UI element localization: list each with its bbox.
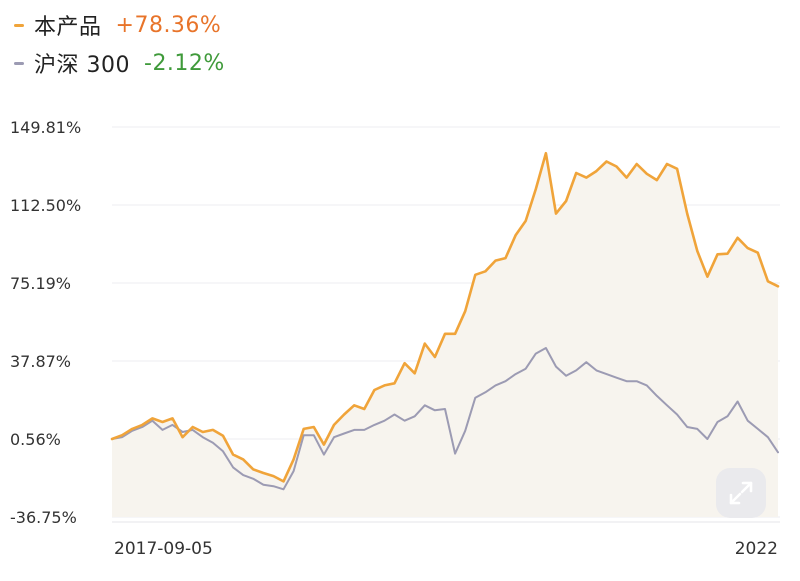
benchmark-line: [111, 347, 779, 491]
product-line: [110, 151, 780, 483]
legend-series-return: -2.12%: [144, 50, 225, 76]
y-tick-label: 37.87%: [10, 352, 71, 371]
legend-series-name: 本产品: [34, 15, 102, 40]
x-axis-labels: 2017-09-05 2022: [114, 539, 778, 559]
legend-item-benchmark[interactable]: 沪深 300 -2.12%: [14, 44, 225, 82]
y-axis-labels: 149.81% 112.50% 75.19% 37.87% 0.56% -36.75%: [10, 118, 81, 527]
legend-dash-icon: [14, 23, 24, 27]
x-tick-label: 2022: [735, 539, 778, 559]
y-tick-label: 149.81%: [10, 118, 81, 137]
y-tick-label: 75.19%: [10, 274, 71, 293]
legend-series-return: +78.36%: [115, 12, 222, 38]
legend-series-name: 沪深 300: [34, 53, 130, 78]
expand-chart-button[interactable]: [716, 468, 766, 518]
x-tick-label: 2017-09-05: [114, 539, 213, 559]
y-tick-label: -36.75%: [10, 508, 77, 527]
legend-item-product[interactable]: 本产品 +78.36%: [14, 6, 225, 44]
chart-legend: 本产品 +78.36% 沪深 300 -2.12%: [14, 6, 225, 82]
y-tick-label: 112.50%: [10, 196, 81, 215]
legend-dash-icon: [14, 61, 24, 65]
series-lines: [110, 151, 780, 491]
y-tick-label: 0.56%: [10, 430, 61, 449]
expand-arrows-icon: [729, 481, 753, 505]
